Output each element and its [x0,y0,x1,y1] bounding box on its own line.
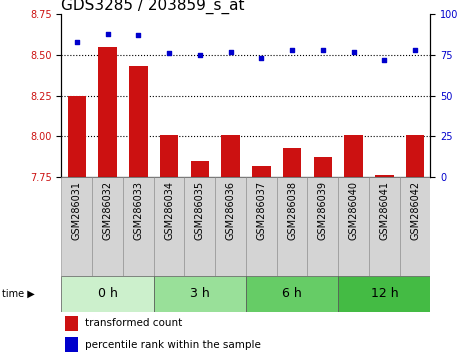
Text: GSM286037: GSM286037 [256,181,266,240]
Text: GSM286040: GSM286040 [349,181,359,240]
Text: GSM286038: GSM286038 [287,181,297,240]
Text: GSM286033: GSM286033 [133,181,143,240]
Point [196,52,203,58]
Bar [344,135,363,177]
Text: GSM286035: GSM286035 [195,181,205,240]
Bar [283,148,301,177]
Text: 12 h: 12 h [370,287,398,300]
Bar [123,177,154,276]
Bar [369,177,400,276]
Bar [160,135,178,177]
Point [257,55,265,61]
Bar [338,276,430,312]
Bar [191,161,209,177]
Bar [375,175,394,177]
Text: GDS3285 / 203859_s_at: GDS3285 / 203859_s_at [61,0,245,14]
Point [73,39,80,45]
Bar [65,316,78,331]
Text: GSM286031: GSM286031 [72,181,82,240]
Text: time ▶: time ▶ [2,289,35,299]
Bar [65,337,78,352]
Text: GSM286041: GSM286041 [379,181,389,240]
Bar [400,177,430,276]
Bar [92,177,123,276]
Point [288,47,296,53]
Text: percentile rank within the sample: percentile rank within the sample [86,339,262,350]
Bar [338,177,369,276]
Bar [61,276,154,312]
Point [227,49,235,55]
Text: GSM286036: GSM286036 [226,181,236,240]
Bar [129,66,148,177]
Bar [215,177,246,276]
Bar [221,135,240,177]
Text: 0 h: 0 h [97,287,118,300]
Text: 3 h: 3 h [190,287,210,300]
Point [380,57,388,63]
Bar [314,158,332,177]
Text: GSM286032: GSM286032 [103,181,113,240]
Text: GSM286034: GSM286034 [164,181,174,240]
Text: GSM286039: GSM286039 [318,181,328,240]
Bar [184,177,215,276]
Point [411,47,419,53]
Bar [406,135,424,177]
Point [166,50,173,56]
Point [104,31,112,36]
Bar [246,177,277,276]
Bar [307,177,338,276]
Bar [61,177,92,276]
Text: 6 h: 6 h [282,287,302,300]
Bar [252,166,271,177]
Bar [68,96,86,177]
Text: transformed count: transformed count [86,318,183,328]
Point [134,33,142,38]
Bar [98,47,117,177]
Text: GSM286042: GSM286042 [410,181,420,240]
Bar [277,177,307,276]
Bar [154,177,184,276]
Bar [246,276,338,312]
Point [350,49,358,55]
Point [319,47,326,53]
Bar [154,276,246,312]
